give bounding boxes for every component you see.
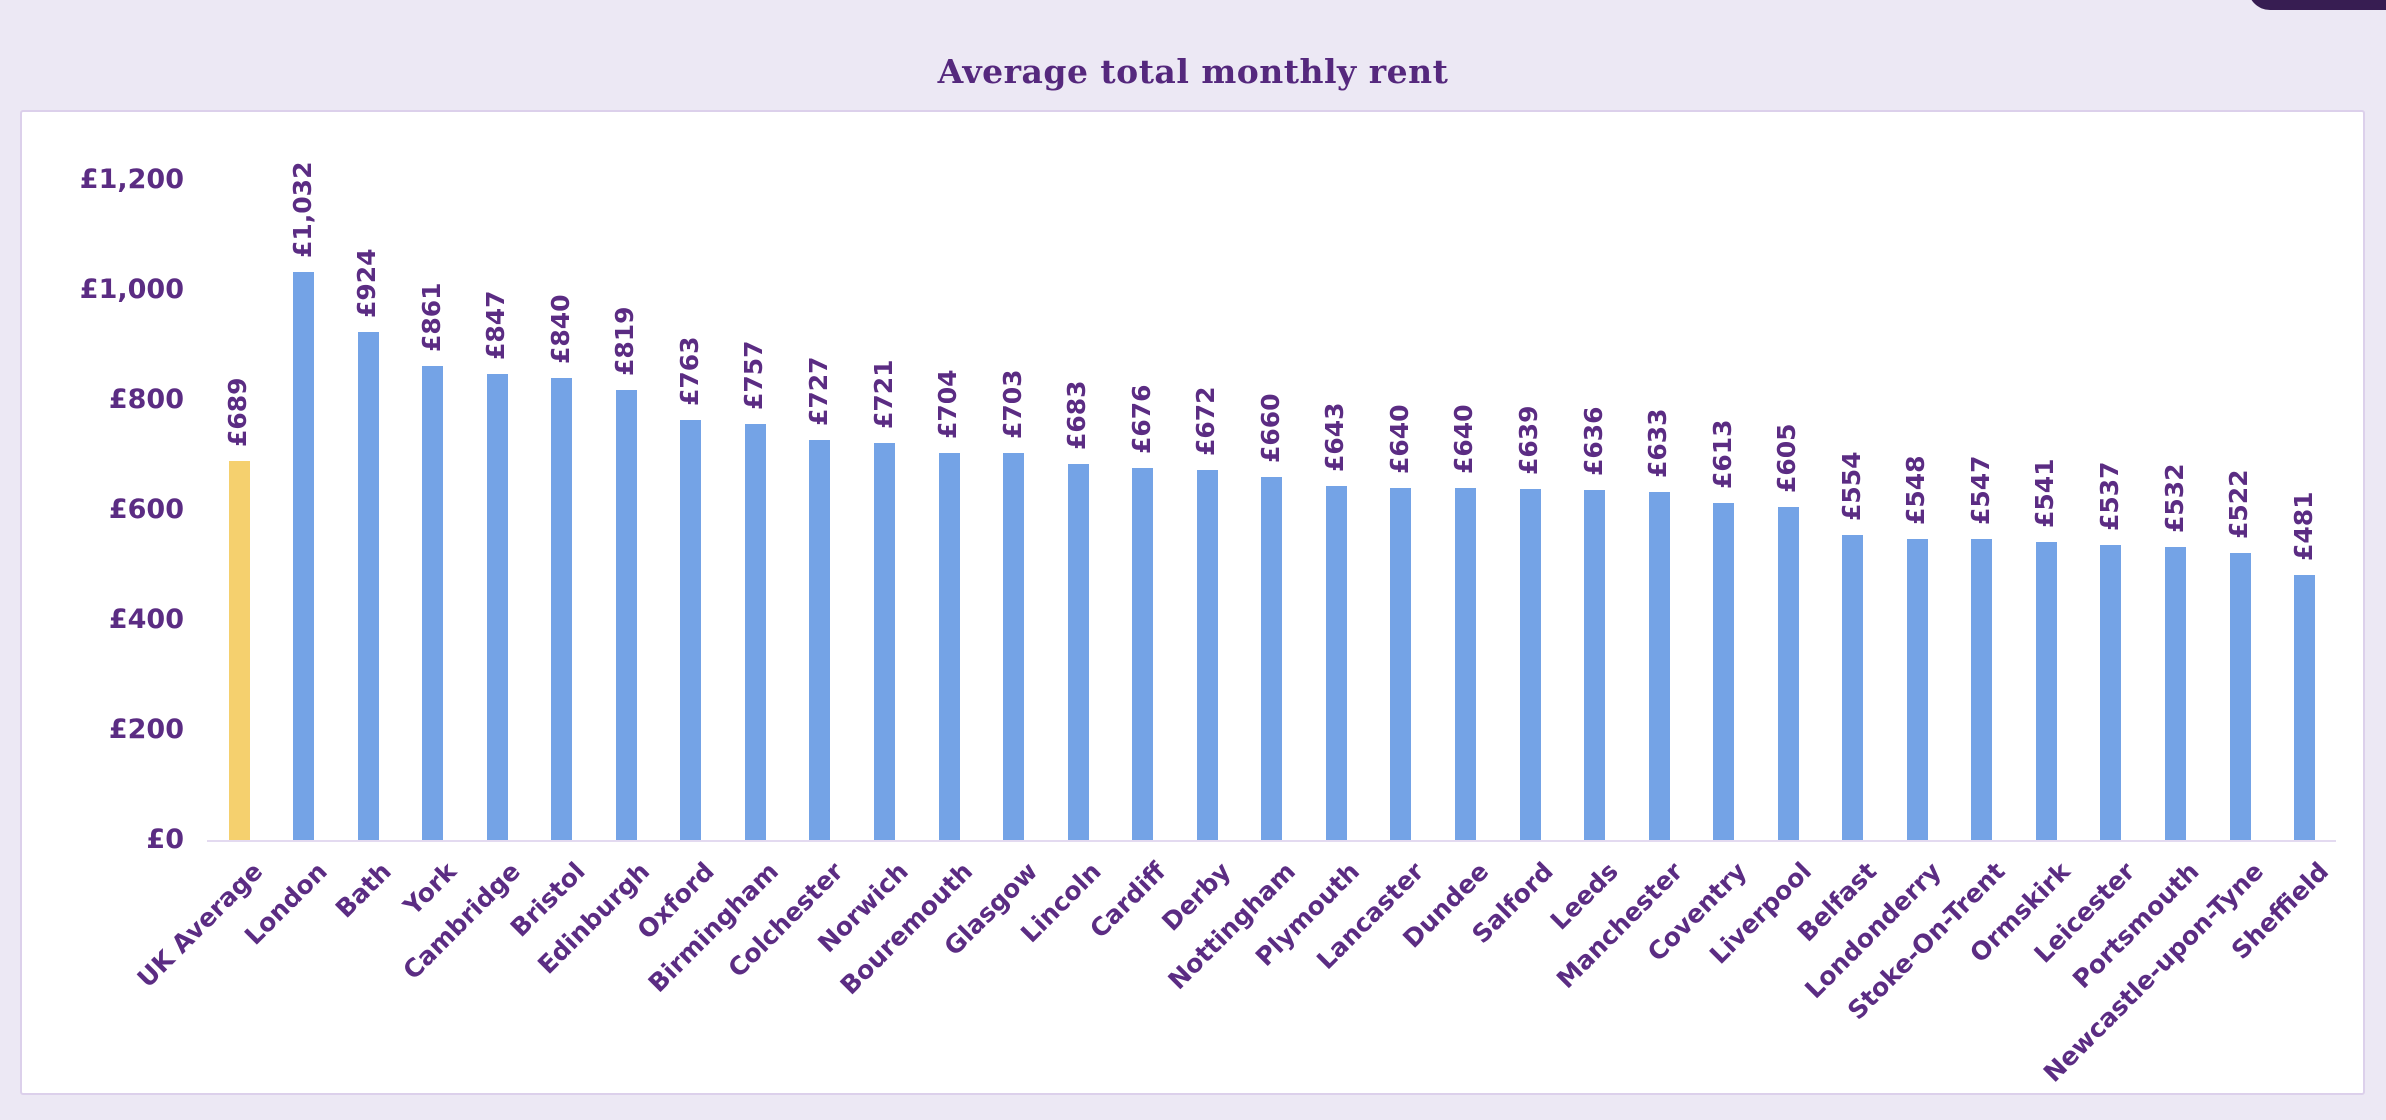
top-right-pill-button[interactable]: [2248, 0, 2386, 10]
bar: [1842, 535, 1864, 840]
bar: [1261, 477, 1283, 840]
bar: [1519, 488, 1541, 840]
bar: [1454, 488, 1476, 840]
y-axis-tick-label: £0: [146, 824, 184, 855]
y-axis-tick-label: £800: [108, 384, 184, 415]
bar: [1325, 486, 1347, 840]
bar: [2294, 575, 2316, 840]
y-axis-tick-label: £1,200: [79, 164, 184, 195]
bar: [228, 461, 250, 840]
bar: [1971, 539, 1993, 840]
chart-title: Average total monthly rent: [937, 52, 1449, 91]
bar: [1390, 488, 1412, 840]
bar: [2229, 552, 2251, 840]
bar: [357, 331, 379, 840]
y-axis-tick-label: £400: [108, 604, 184, 635]
bar: [486, 374, 508, 840]
bar: [2165, 547, 2186, 840]
bar: [2100, 544, 2122, 840]
bar: [1132, 468, 1154, 840]
bar: [1713, 502, 1735, 840]
bar: [1777, 507, 1799, 840]
bar: [615, 389, 637, 840]
bar-chart-plot: £0 £200 £400 £600 £800 £1,000 £1,200 £689 UK Ave…: [22, 112, 2363, 1093]
bar: [1648, 491, 1670, 840]
chart-panel: £0 £200 £400 £600 £800 £1,000 £1,200 £689 UK Ave…: [20, 110, 2365, 1095]
bar: [1906, 538, 1928, 840]
y-axis-tick-label: £1,000: [79, 274, 184, 305]
bar: [422, 366, 444, 840]
bar: [1067, 464, 1089, 840]
bar: [809, 440, 831, 840]
bar: [1003, 453, 1025, 840]
bar: [744, 423, 766, 840]
bar: [938, 452, 960, 840]
bar: [2035, 542, 2057, 840]
bar: [551, 378, 573, 840]
y-axis-tick-label: £200: [108, 714, 184, 745]
bar: [680, 420, 702, 840]
y-axis-tick-label: £600: [108, 494, 184, 525]
bar: [874, 443, 895, 840]
bar: [293, 272, 315, 840]
x-axis-line: [207, 840, 2336, 842]
bar: [1196, 470, 1218, 840]
bar: [1584, 490, 1606, 840]
